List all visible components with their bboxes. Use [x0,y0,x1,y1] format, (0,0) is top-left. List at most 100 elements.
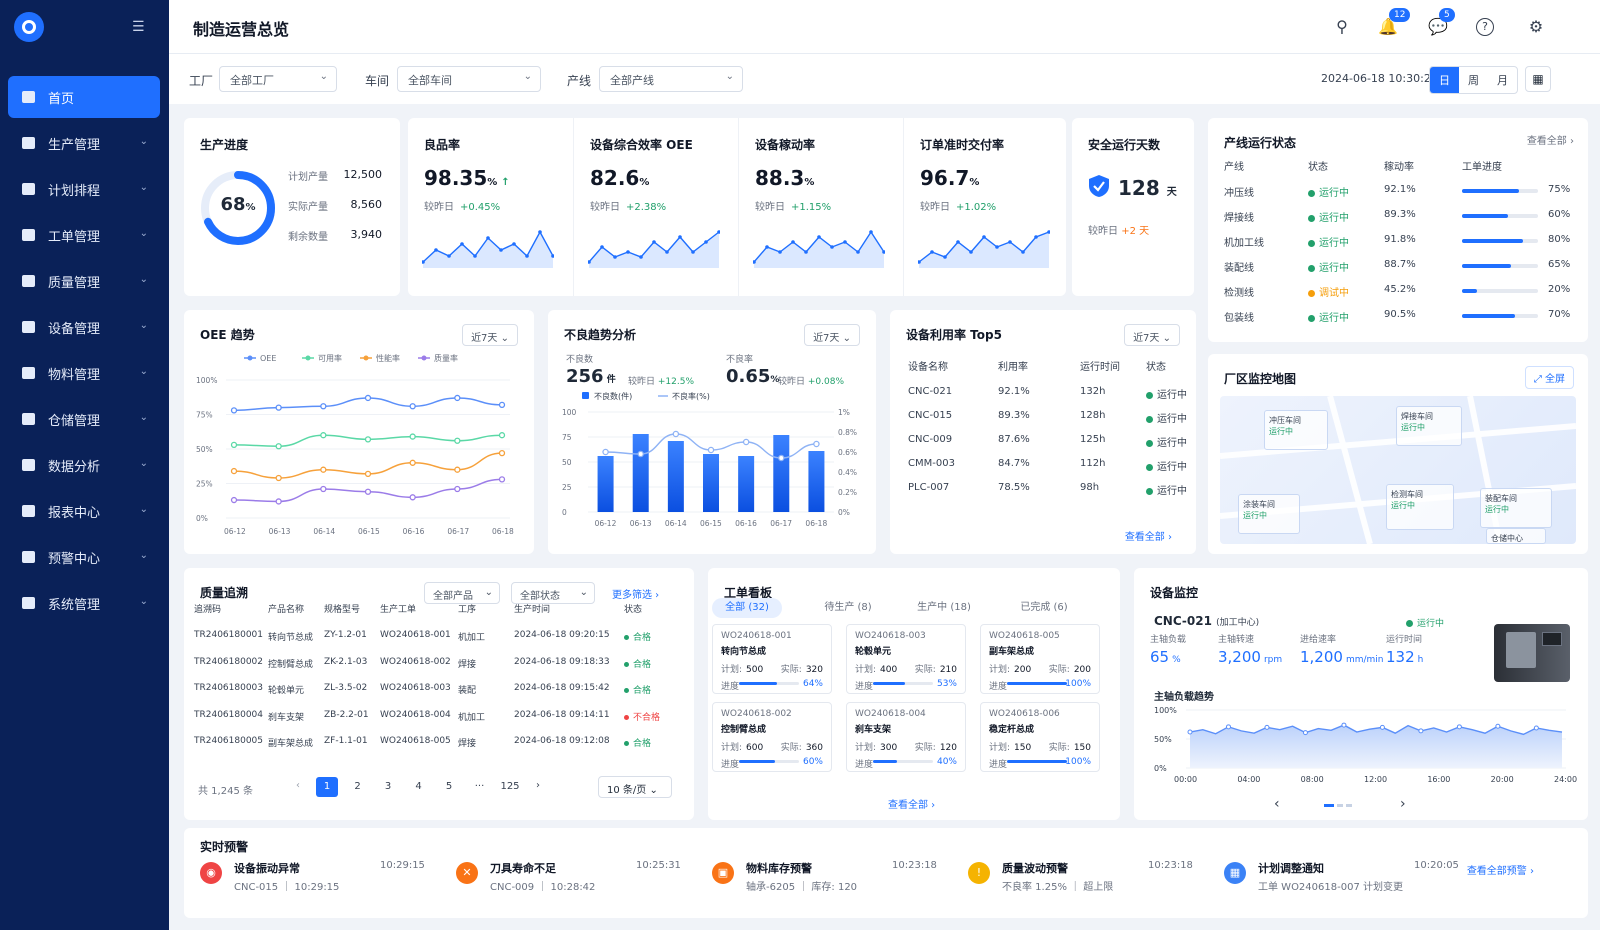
table-row[interactable]: CNC-015 89.3% 128h 运行中 [890,410,1196,428]
page-number[interactable]: 125 [500,781,520,792]
status-filter-select[interactable]: 全部状态 ⌄ [511,582,595,604]
table-row[interactable]: TR2406180001 转向节总成 ZY-1.2-01 WO240618-001 机加… [184,630,694,648]
alert-item[interactable]: ✕ 刀具寿命不足 CNC-009 ｜ 10:28:42 10:25:31 [456,858,696,894]
alerts-view-all-link[interactable]: 查看全部预警 › [1466,866,1534,877]
page-number[interactable]: 4 [415,781,422,792]
page-number[interactable]: 1 [316,777,338,797]
table-row[interactable]: CNC-009 87.6% 125h 运行中 [890,434,1196,452]
table-cell: ZF-1.1-01 [324,736,368,746]
sidebar-item-7[interactable]: 仓储管理 ⌄ [8,398,160,440]
help-icon[interactable]: ? [1476,18,1494,36]
oee-range-select[interactable]: 近7天 ⌄ [462,324,518,346]
workshop-select[interactable]: 全部车间 ⌄ [397,66,541,92]
map-zone[interactable]: 冲压车间 运行中 [1264,410,1328,450]
page-number[interactable]: ··· [474,781,485,792]
menu-collapse-icon[interactable]: ☰ [132,19,145,35]
alert-item[interactable]: ! 质量波动预警 不良率 1.25% ｜ 超上限 10:23:18 [968,858,1208,894]
message-icon[interactable]: 💬 5 [1427,8,1455,38]
alert-item[interactable]: ▦ 计划调整通知 工单 WO240618-007 计划变更 10:20:05 [1224,858,1464,894]
table-row[interactable]: CMM-003 84.7% 112h 运行中 [890,458,1196,476]
board-view-all-link[interactable]: 查看全部 › [888,800,936,811]
device-name: CNC-015 [908,410,953,421]
progress-row-label: 剩余数量 [288,232,328,243]
search-icon[interactable]: ⚲ [1336,17,1348,36]
table-row[interactable]: TR2406180002 控制臂总成 ZK-2.1-03 WO240618-002 焊接… [184,657,694,675]
page-number[interactable]: 2 [354,781,361,792]
next-arrow-icon[interactable]: › [1400,796,1406,812]
bell-icon[interactable]: 🔔 12 [1377,8,1411,38]
work-order-card[interactable]: WO240618-001 转向节总成 计划: 500 实际: 320 进度 64% [712,624,832,694]
page-number[interactable]: 3 [384,781,392,792]
product-filter-select[interactable]: 全部产品 ⌄ [424,582,500,604]
progress-bar-fill [1462,289,1478,293]
sidebar-item-8[interactable]: 数据分析 ⌄ [8,444,160,486]
line-select[interactable]: 全部产线 ⌄ [599,66,743,92]
fullscreen-button[interactable]: ⤢ 全屏 [1524,366,1574,389]
status-badge: 合格 [624,657,651,670]
table-row[interactable]: TR2406180004 刹车支架 ZB-2.2-01 WO240618-004 机加工… [184,710,694,728]
period-month[interactable]: 月 [1497,74,1508,87]
work-order-card[interactable]: WO240618-003 轮毂单元 计划: 400 实际: 210 进度 53% [846,624,966,694]
alert-time: 10:25:31 [636,860,681,871]
board-tab[interactable]: 已完成 (6) [1020,602,1068,613]
gear-icon[interactable]: ⚙ [1528,17,1544,36]
prev-arrow-icon[interactable]: ‹ [1274,796,1280,812]
sidebar-item-5[interactable]: 设备管理 ⌄ [8,306,160,348]
prev-page-icon[interactable]: ‹ [296,780,300,791]
calendar-icon[interactable]: ▦ [1525,66,1551,92]
progress-bar [1462,189,1538,193]
board-tab[interactable]: 全部 (32) [712,598,782,618]
page-size-select[interactable]: 10 条/页 ⌄ [598,776,672,798]
next-page-icon[interactable]: › [536,780,540,791]
legend-marker [247,355,253,361]
view-all-link[interactable]: 查看全部 › [1526,136,1574,147]
sidebar-item-2[interactable]: 计划排程 ⌄ [8,168,160,210]
sparkline-point [473,254,477,258]
alert-time: 10:20:05 [1414,860,1459,871]
work-order-card[interactable]: WO240618-004 刹车支架 计划: 300 实际: 120 进度 40% [846,702,966,772]
progress-row-label: 计划产量 [288,172,328,183]
util-range-select[interactable]: 近7天 ⌄ [1124,324,1180,346]
table-row[interactable]: PLC-007 78.5% 98h 运行中 [890,482,1196,500]
table-row[interactable]: TR2406180005 副车架总成 ZF-1.1-01 WO240618-005 焊接… [184,736,694,754]
rate-point [672,430,680,438]
board-tab[interactable]: 待生产 (8) [824,602,872,613]
sparkline-area [754,232,884,268]
board-tab[interactable]: 生产中 (18) [917,602,971,613]
work-order-card[interactable]: WO240618-005 副车架总成 计划: 200 实际: 200 进度 100% [980,624,1100,694]
map-zone[interactable]: 检测车间 运行中 [1386,484,1454,530]
alert-item[interactable]: ▣ 物料库存预警 轴承-6205 ｜ 库存: 120 10:23:18 [712,858,952,894]
util-view-all-link[interactable]: 查看全部 › [1124,532,1172,543]
work-order-card[interactable]: WO240618-002 控制臂总成 计划: 600 实际: 360 进度 60% [712,702,832,772]
work-order-card[interactable]: WO240618-006 稳定杆总成 计划: 150 实际: 150 进度 100% [980,702,1100,772]
map-zone[interactable]: 涂装车间 运行中 [1238,494,1300,534]
table-row[interactable]: TR2406180003 轮毂单元 ZL-3.5-02 WO240618-003 装配 2… [184,683,694,701]
more-filter-link[interactable]: 更多筛选 › [612,590,660,601]
progress-bar-fill [873,682,905,685]
alert-title: 物料库存预警 [746,862,812,875]
period-week[interactable]: 周 [1468,74,1479,87]
sidebar-item-4[interactable]: 质量管理 ⌄ [8,260,160,302]
table-row[interactable]: CNC-021 92.1% 132h 运行中 [890,386,1196,404]
page-number[interactable]: 5 [445,781,453,792]
defect-range-select[interactable]: 近7天 ⌄ [804,324,860,346]
sidebar-item-3[interactable]: 工单管理 ⌄ [8,214,160,256]
defect-rate: 0.65% [726,366,780,387]
sidebar-item-11[interactable]: 系统管理 ⌄ [8,582,160,624]
map-zone[interactable]: 装配车间 运行中 [1480,488,1552,528]
sidebar-item-10[interactable]: 预警中心 ⌄ [8,536,160,578]
period-day[interactable]: 日 [1430,67,1459,93]
sidebar-item-1[interactable]: 生产管理 ⌄ [8,122,160,164]
map-zone[interactable]: 焊接车间 运行中 [1396,406,1462,446]
sidebar-item-0[interactable]: 首页 [8,76,160,118]
factory-select[interactable]: 全部工厂 ⌄ [219,66,337,92]
alert-item[interactable]: ◉ 设备振动异常 CNC-015 ｜ 10:29:15 10:29:15 [200,858,440,894]
wo-progress: 进度 64% [721,679,823,692]
sidebar-item-9[interactable]: 报表中心 ⌄ [8,490,160,532]
util-rate: 78.5% [998,482,1030,493]
y2-tick-label: 0% [838,508,850,517]
sparkline-area [589,232,719,268]
map-zone[interactable]: 仓储中心空闲中 [1486,528,1546,544]
sidebar-item-6[interactable]: 物料管理 ⌄ [8,352,160,394]
